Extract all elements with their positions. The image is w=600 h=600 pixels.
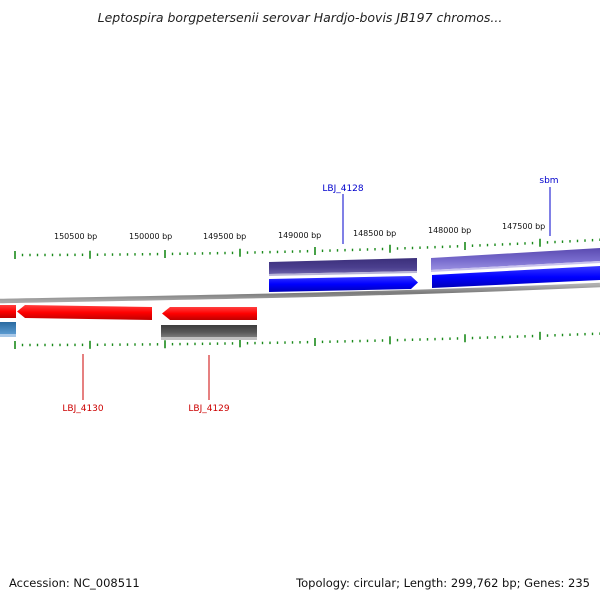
tick-labels: 150500 bp 150000 bp 149500 bp 149000 bp … [54, 222, 545, 241]
feature-block[interactable] [431, 248, 600, 270]
gene-label-lbj-4130[interactable]: LBJ_4130 [62, 404, 104, 414]
feature-block[interactable] [161, 325, 257, 337]
gene-label-lbj-4128[interactable]: LBJ_4128 [322, 184, 364, 194]
tick-label: 150000 bp [129, 232, 172, 241]
tick-label: 148500 bp [353, 229, 396, 238]
gene-label-lbj-4129[interactable]: LBJ_4129 [188, 404, 230, 414]
tick-label: 149000 bp [278, 231, 321, 240]
tick-label: 148000 bp [428, 226, 471, 235]
gene-arrow-lbj-4128[interactable] [269, 276, 418, 292]
feature-block-shadow [161, 337, 257, 340]
feature-block-shadow [0, 334, 16, 337]
gene-label-sbm[interactable]: sbm [539, 176, 558, 186]
genome-backbone [0, 282, 600, 304]
map-title: Leptospira borgpetersenii serovar Hardjo… [97, 10, 503, 25]
topology-summary: Topology: circular; Length: 299,762 bp; … [296, 576, 590, 590]
accession-text: Accession: NC_008511 [9, 576, 140, 590]
upper-tick-marks [14, 238, 600, 259]
tick-label: 147500 bp [502, 222, 545, 231]
feature-block-shadow [269, 271, 417, 276]
gene-arrow-lbj-4129[interactable] [162, 307, 257, 320]
gene-labels: LBJ_4128 sbm LBJ_4130 LBJ_4129 [62, 176, 558, 414]
feature-block[interactable] [0, 322, 16, 334]
reverse-strand-features [0, 305, 257, 340]
feature-block[interactable] [269, 258, 417, 274]
gene-arrow-lbj-4130[interactable] [17, 305, 152, 320]
label-leaders [82, 187, 551, 400]
lower-tick-marks [14, 331, 600, 349]
feature-block-shadow [431, 261, 600, 272]
forward-strand-features [269, 248, 600, 292]
tick-label: 149500 bp [203, 232, 246, 241]
gene-arrow-partial[interactable] [0, 305, 16, 318]
tick-label: 150500 bp [54, 232, 97, 241]
gene-arrow-sbm[interactable] [432, 266, 600, 288]
